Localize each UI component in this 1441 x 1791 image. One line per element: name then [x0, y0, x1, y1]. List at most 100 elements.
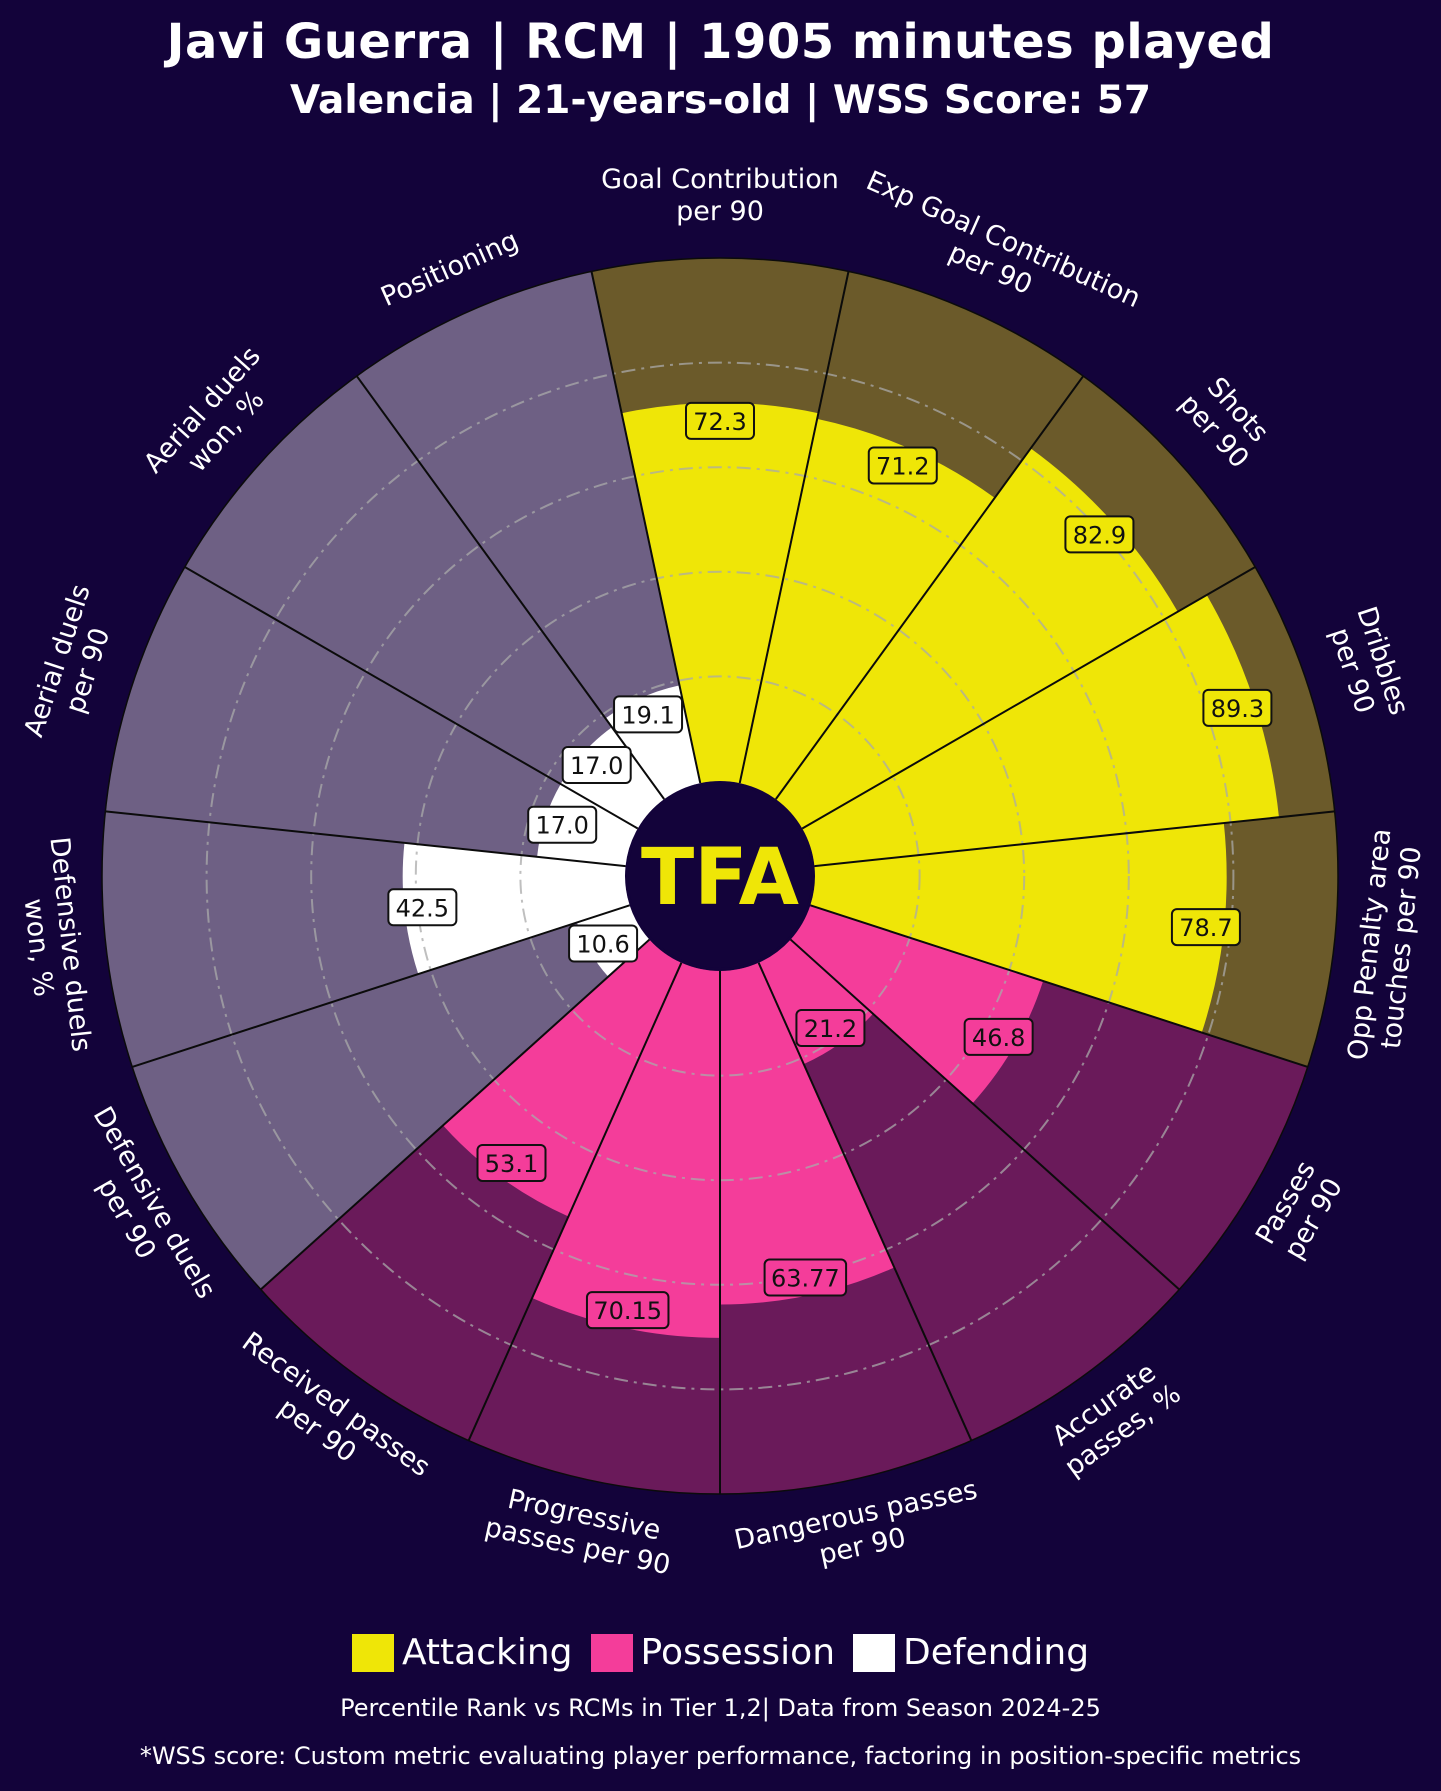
value-label-box-8: [585, 1291, 670, 1330]
legend-item-possession: Possession: [590, 1632, 836, 1673]
value-label-box-14: [613, 695, 684, 734]
value-label-box-0: [685, 401, 755, 440]
value-label-text-10: 10.6: [576, 931, 629, 959]
chart-legend: Attacking Possession Defending: [0, 1632, 1441, 1673]
logo-text: TFA: [641, 833, 799, 923]
chart-subtitle: Valencia | 21-years-old | WSS Score: 57: [289, 78, 1152, 123]
value-label-13: 17.0: [561, 745, 632, 784]
tfa-logo: TFA: [626, 782, 814, 970]
slice-dividers: [101, 257, 1339, 1495]
value-label-5: 46.8: [963, 1017, 1034, 1056]
value-label-text-9: 53.1: [485, 1150, 538, 1178]
value-label-14: 19.1: [613, 695, 684, 734]
slice-divider-7: [757, 962, 973, 1441]
grid-ring-0: [519, 675, 921, 1077]
footer-disclaimer: *WSS score: Custom metric evaluating pla…: [139, 1742, 1302, 1770]
slice-divider-14: [355, 375, 665, 800]
legend-item-attacking: Attacking: [351, 1632, 573, 1673]
value-label-text-8: 70.15: [593, 1297, 662, 1325]
value-label-box-1: [867, 446, 938, 485]
chart-title: Javi Guerra | RCM | 1905 minutes played: [166, 14, 1275, 70]
slice-divider-5: [810, 904, 1309, 1068]
value-label-text-11: 42.5: [396, 894, 449, 922]
value-label-box-6: [795, 1008, 866, 1047]
slice-divider-13: [184, 566, 639, 830]
slice-divider-12: [105, 810, 626, 868]
slice-bg-12: [105, 567, 638, 867]
value-label-box-10: [568, 924, 639, 963]
legend-label-defending: Defending: [903, 1632, 1090, 1673]
slice-bar-11: [402, 842, 630, 975]
legend-label-possession: Possession: [640, 1632, 836, 1673]
category-label-line-0-1: per 90: [676, 196, 764, 227]
value-label-box-9: [476, 1143, 547, 1182]
value-label-6: 21.2: [795, 1008, 866, 1047]
value-label-text-14: 19.1: [621, 701, 674, 729]
legend-item-defending: Defending: [853, 1632, 1089, 1673]
footer-note: Percentile Rank vs RCMs in Tier 1,2| Dat…: [340, 1694, 1101, 1722]
value-label-box-11: [387, 888, 458, 927]
slice-bar-3: [802, 594, 1279, 867]
slice-divider-3: [801, 566, 1256, 830]
slice-bg-14: [356, 271, 701, 800]
value-label-box-7: [763, 1258, 848, 1297]
legend-swatch-attacking: [351, 1633, 394, 1672]
value-label-12: 17.0: [527, 805, 598, 844]
slice-bg-6: [758, 939, 1180, 1441]
slice-bg-10: [132, 905, 650, 1290]
value-label-box-3: [1202, 688, 1273, 727]
legend-swatch-possession: [590, 1633, 633, 1672]
value-label-text-1: 71.2: [876, 452, 929, 480]
value-label-10: 10.6: [568, 924, 639, 963]
value-label-text-13: 17.0: [570, 752, 623, 780]
slice-divider-11: [131, 904, 630, 1068]
outer-ring: [101, 257, 1339, 1495]
slice-divider-9: [467, 962, 683, 1441]
category-label-line-0-0: Goal Contribution: [601, 164, 839, 195]
slice-divider-10: [260, 938, 651, 1291]
value-label-0: 72.3: [685, 401, 755, 440]
value-label-text-0: 72.3: [693, 408, 746, 436]
value-label-text-2: 82.9: [1073, 521, 1126, 549]
value-label-box-4: [1170, 908, 1241, 947]
value-label-7: 63.77: [763, 1258, 848, 1297]
value-label-1: 71.2: [867, 446, 938, 485]
value-label-text-5: 46.8: [972, 1024, 1025, 1052]
value-label-box-12: [527, 805, 598, 844]
slice-divider-2: [775, 375, 1085, 800]
value-label-text-3: 89.3: [1211, 695, 1264, 723]
value-label-box-13: [561, 745, 632, 784]
value-label-text-6: 21.2: [804, 1015, 857, 1043]
legend-label-attacking: Attacking: [401, 1632, 573, 1673]
pizza-chart: 72.3 71.2 82.9 89.3 78.7 46.8 21.2 63.77 70.15 53…: [18, 164, 1428, 1581]
value-label-box-5: [963, 1017, 1034, 1056]
value-label-9: 53.1: [476, 1143, 547, 1182]
slice-divider-0: [590, 271, 702, 784]
value-labels: 72.3 71.2 82.9 89.3 78.7 46.8 21.2 63.77 70.15 53…: [387, 401, 1273, 1330]
slice-bar-8: [532, 962, 720, 1338]
value-label-8: 70.15: [585, 1291, 670, 1330]
value-label-text-12: 17.0: [535, 812, 588, 840]
logo-circle: [626, 782, 814, 970]
value-label-4: 78.7: [1170, 908, 1241, 947]
slice-divider-6: [789, 938, 1180, 1291]
slice-bar-0: [621, 402, 819, 784]
value-label-text-7: 63.77: [771, 1265, 840, 1293]
slice-divider-4: [814, 810, 1335, 868]
slice-divider-1: [738, 271, 850, 784]
legend-swatch-defending: [853, 1633, 896, 1672]
slice-bar-4: [810, 823, 1227, 1033]
value-label-3: 89.3: [1202, 688, 1273, 727]
grid-ring-3: [205, 361, 1235, 1391]
slice-bar-7: [720, 962, 895, 1305]
value-label-text-4: 78.7: [1179, 914, 1232, 942]
value-label-2: 82.9: [1064, 515, 1135, 554]
